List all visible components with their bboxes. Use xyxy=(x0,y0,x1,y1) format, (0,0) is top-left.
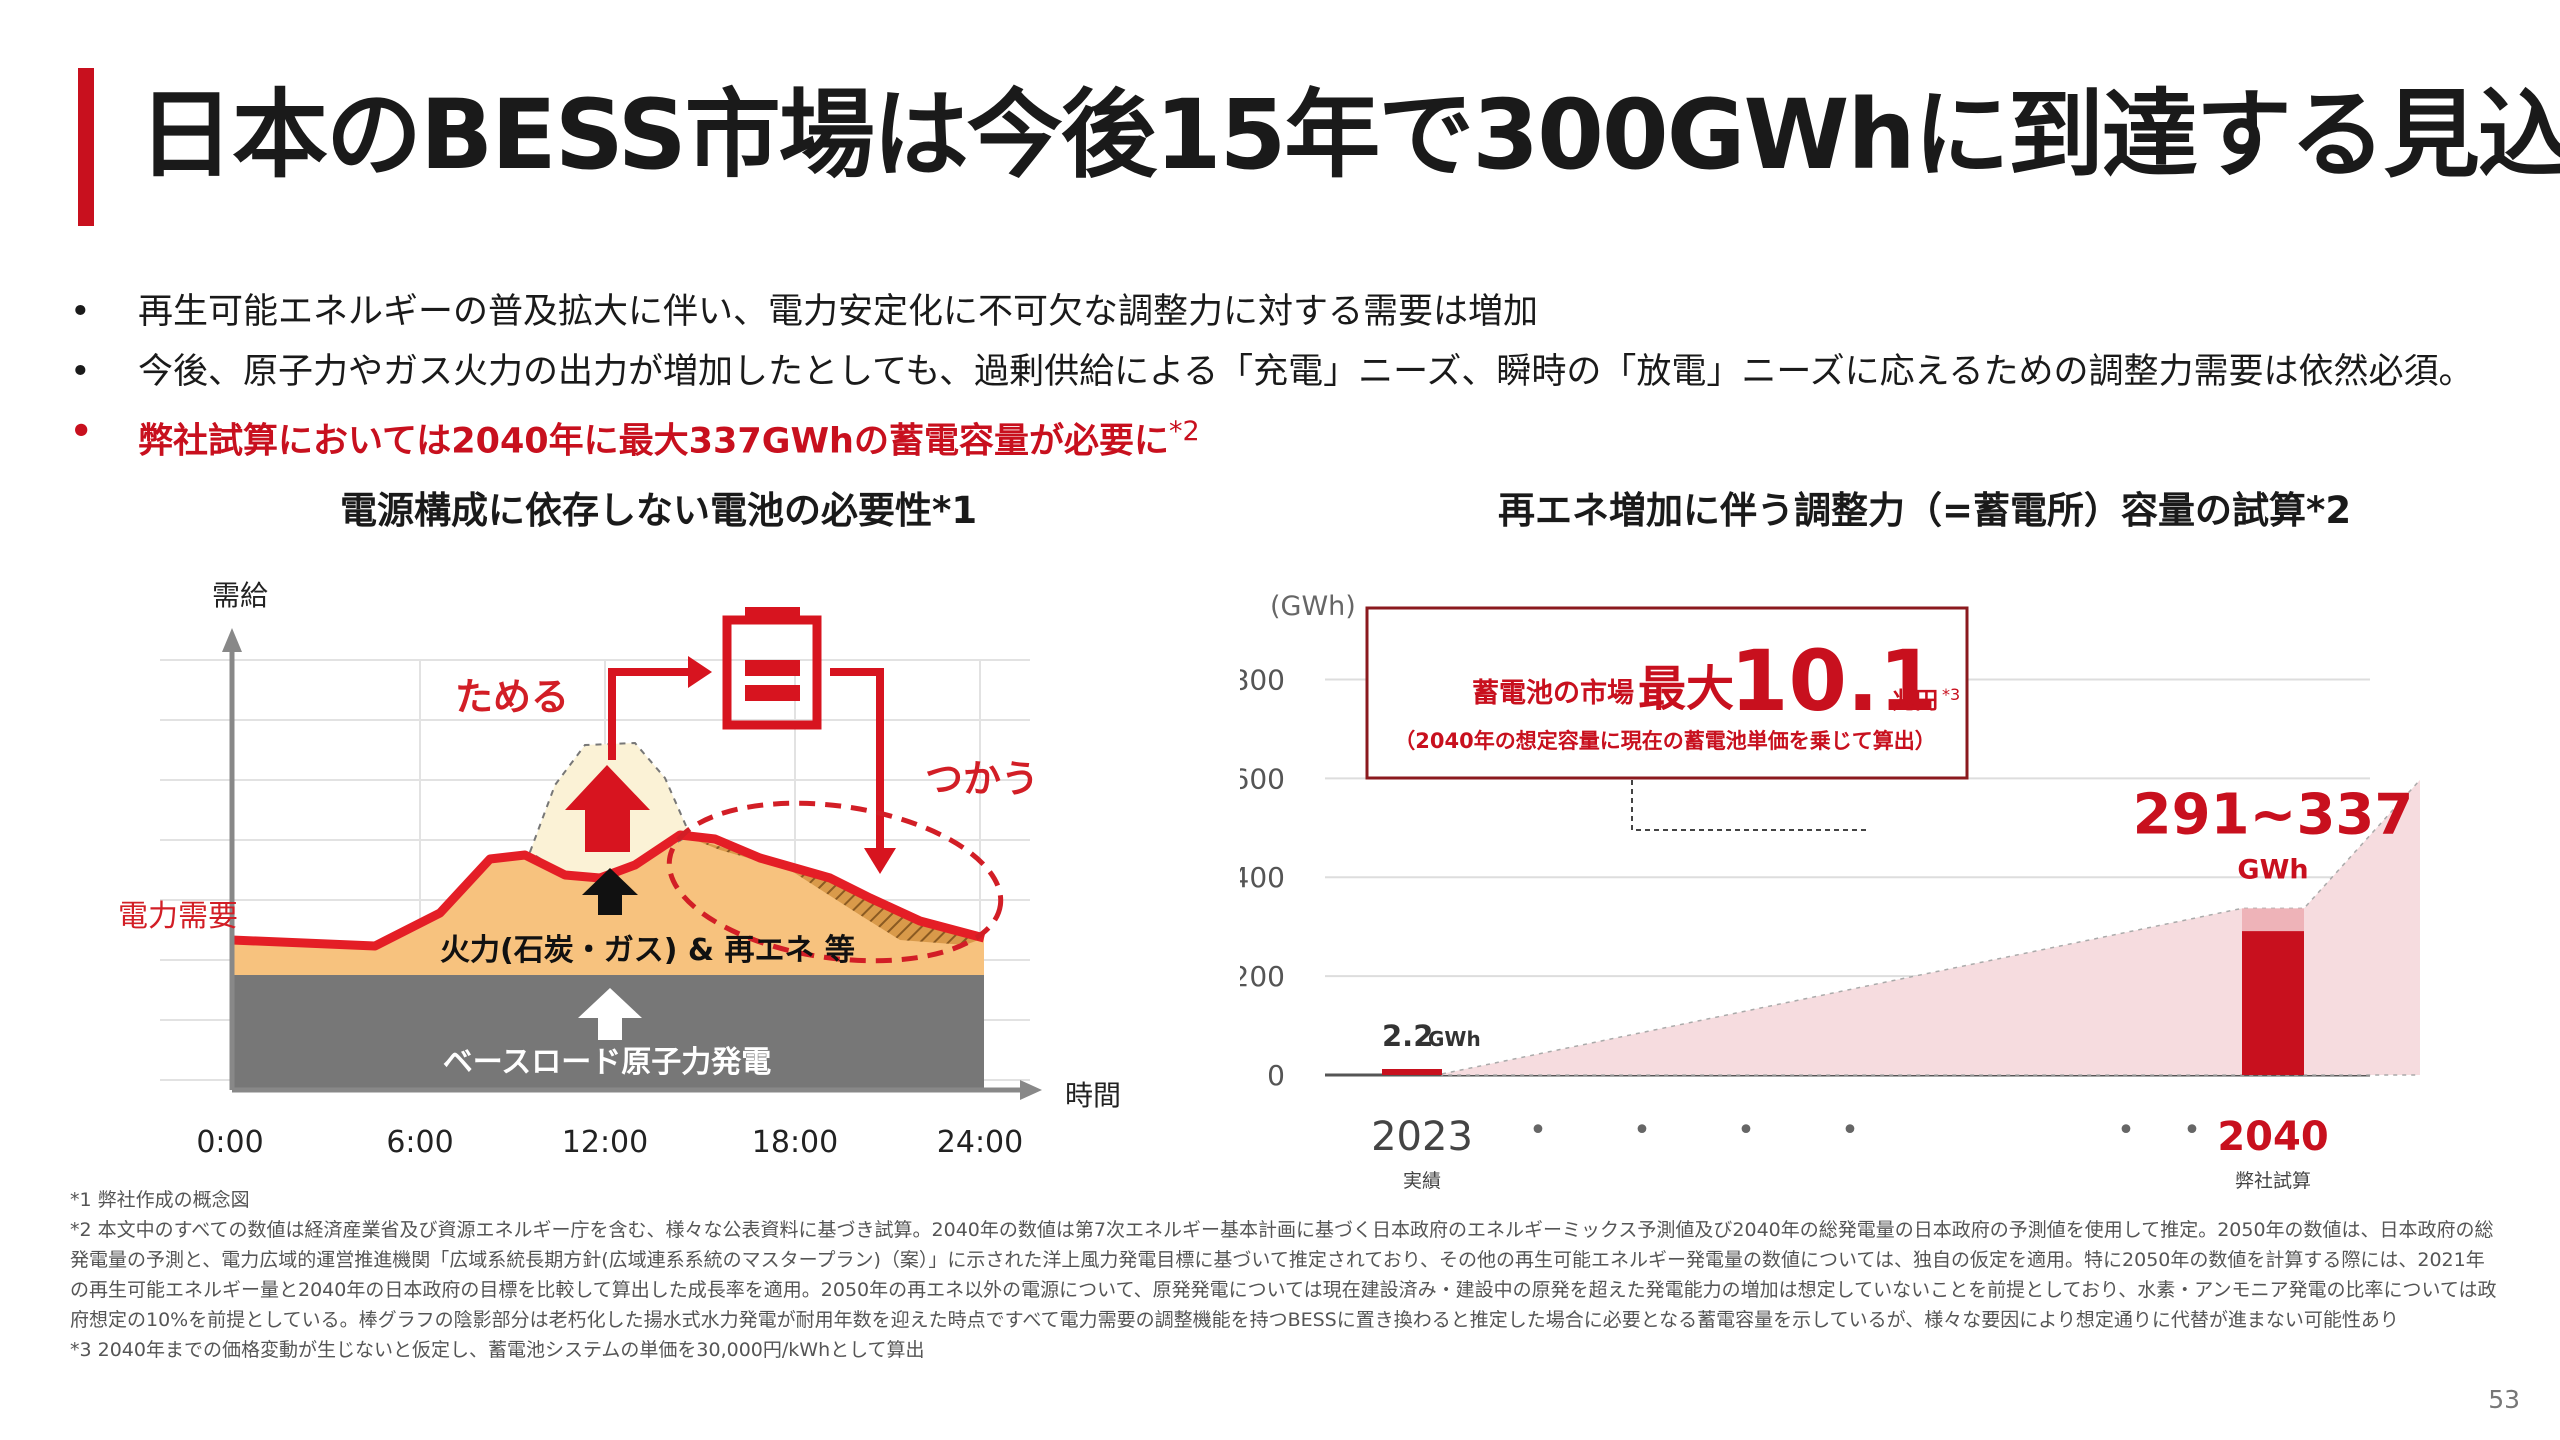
discharge-flow-arrowhead xyxy=(864,848,896,874)
ellipsis-dot: • xyxy=(1841,1113,1859,1148)
x-axis-arrow xyxy=(1020,1080,1042,1100)
thermal-up-arrow xyxy=(582,868,638,915)
callout-label: 蓄電池の市場 xyxy=(1472,677,1634,709)
ellipsis-dot: • xyxy=(2183,1113,2201,1148)
x-tick-label: 18:00 xyxy=(752,1125,838,1160)
x-tick-label: 6:00 xyxy=(386,1125,453,1160)
page-number: 53 xyxy=(2488,1385,2520,1414)
x-category-label: 2023 xyxy=(1371,1114,1473,1160)
x-category-label: 2040 xyxy=(2217,1114,2328,1160)
bullet-item-3: • 弊社試算においては2040年に最大337GWhの蓄電容量が必要に*2 xyxy=(70,402,2470,472)
data-label-unit: GWh xyxy=(1428,1027,1481,1051)
market-size-callout: 蓄電池の市場 最大 10.1 兆円 *3 （2040年の想定容量に現在の蓄電池単… xyxy=(1365,606,1969,780)
bullet-item-1: • 再生可能エネルギーの普及拡大に伴い、電力安定化に不可欠な調整力に対する需要は… xyxy=(70,282,2470,342)
bullet-item-2: • 今後、原子力やガス火力の出力が増加したとしても、過剰供給による「充電」ニーズ… xyxy=(70,342,2474,402)
bullet-list: • 再生可能エネルギーの普及拡大に伴い、電力安定化に不可欠な調整力に対する需要は… xyxy=(70,282,2474,472)
y-axis-arrow xyxy=(222,628,242,652)
bullet-dot: • xyxy=(70,412,93,452)
callout-value: 10.1 xyxy=(1730,632,1937,730)
ellipsis-dot: • xyxy=(2117,1113,2135,1148)
footnote-2: *2 本文中のすべての数値は経済産業省及び資源エネルギー庁を含む、様々な公表資料… xyxy=(70,1219,2497,1331)
x-category-sublabel: 弊社試算 xyxy=(2235,1170,2311,1192)
y-axis-label: 需給 xyxy=(212,579,268,612)
page-title: 日本のBESS市場は今後15年で300GWhに到達する見込み xyxy=(138,79,2560,191)
y-tick-label: 400 xyxy=(1240,861,1285,894)
demand-label: 電力需要 xyxy=(118,899,238,934)
y-tick-label: 800 xyxy=(1240,663,1285,696)
bullet-text: 弊社試算においては2040年に最大337GWhの蓄電容量が必要に xyxy=(138,421,1169,462)
bullet-dot: • xyxy=(70,352,91,392)
bullet-text: 今後、原子力やガス火力の出力が増加したとしても、過剰供給による「充電」ニーズ、瞬… xyxy=(138,352,2474,392)
discharge-flow-arrow xyxy=(830,668,884,850)
right-chart-title: 再エネ増加に伴う調整力（=蓄電所）容量の試算*2 xyxy=(1498,489,2352,532)
discharge-ellipse xyxy=(666,800,1004,964)
callout-prefix: 最大 xyxy=(1638,661,1734,717)
thermal-label: 火力(石炭・ガス) & 再エネ 等 xyxy=(440,933,855,968)
charge-up-arrow xyxy=(565,765,650,852)
charge-flow-arrowhead xyxy=(688,656,712,688)
x-tick-label: 12:00 xyxy=(562,1125,648,1160)
bullet-text: 再生可能エネルギーの普及拡大に伴い、電力安定化に不可欠な調整力に対する需要は増加 xyxy=(138,292,1539,332)
footnotes: *1 弊社作成の概念図 *2 本文中のすべての数値は経済産業省及び資源エネルギー… xyxy=(70,1185,2500,1365)
x-category-sublabel: 実績 xyxy=(1403,1170,1441,1192)
bullet-note: *2 xyxy=(1168,416,1200,447)
bar xyxy=(2242,931,2304,1075)
data-label: 2.2 xyxy=(1382,1019,1433,1053)
data-label: 291~337 xyxy=(2133,782,2414,847)
demand-line xyxy=(231,830,986,951)
baseload-label: ベースロード原子力発電 xyxy=(443,1045,772,1080)
x-axis-label: 時間 xyxy=(1065,1079,1121,1112)
callout-unit: 兆円 xyxy=(1892,688,1938,714)
baseload-up-arrow xyxy=(578,988,642,1040)
y-axis-unit-label: (GWh) xyxy=(1270,591,1356,622)
bullet-dot: • xyxy=(70,292,91,332)
y-tick-label: 200 xyxy=(1240,960,1285,993)
ellipsis-dot: • xyxy=(1529,1113,1547,1148)
ellipsis-dot: • xyxy=(1633,1113,1651,1148)
y-tick-label: 0 xyxy=(1267,1059,1285,1092)
footnote-3: *3 2040年までの価格変動が生じないと仮定し、蓄電池システムの単価を30,0… xyxy=(70,1339,925,1361)
supply-demand-diagram: 需給 時間 0:00 6:00 12:00 18:00 24:00 電力需要 た… xyxy=(118,579,1121,1160)
bess-capacity-chart: 0 200 400 600 800 (GWh) 蓄電池の市場 最大 10.1 兆円 *3… xyxy=(1240,591,2420,1192)
footnote-1: *1 弊社作成の概念図 xyxy=(70,1189,250,1211)
callout-subtext: （2040年の想定容量に現在の蓄電池単価を乗じて算出） xyxy=(1394,729,1935,753)
ellipsis-dot: • xyxy=(1737,1113,1755,1148)
callout-note: *3 xyxy=(1942,685,1960,704)
y-tick-label: 600 xyxy=(1240,762,1285,795)
battery-icon xyxy=(722,607,822,730)
callout-connector xyxy=(1631,780,1868,831)
bar xyxy=(1382,1069,1442,1075)
charge-flow-arrow xyxy=(608,668,690,760)
x-tick-label: 24:00 xyxy=(937,1125,1023,1160)
discharge-label: つかう xyxy=(925,757,1039,801)
data-label-unit: GWh xyxy=(2237,854,2308,885)
x-tick-label: 0:00 xyxy=(196,1125,263,1160)
bar-range xyxy=(2242,908,2304,932)
left-chart-title: 電源構成に依存しない電池の必要性*1 xyxy=(340,489,978,532)
charge-label: ためる xyxy=(455,675,569,719)
title-accent-bar xyxy=(78,68,94,226)
